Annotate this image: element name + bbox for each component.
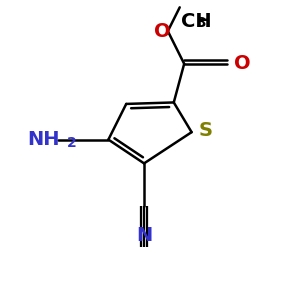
- Text: 3: 3: [196, 16, 206, 30]
- Text: O: O: [154, 22, 171, 40]
- Text: CH: CH: [181, 12, 212, 31]
- Text: NH: NH: [27, 130, 59, 149]
- Text: N: N: [136, 226, 152, 245]
- Text: O: O: [234, 54, 250, 73]
- Text: S: S: [198, 121, 212, 140]
- Text: 2: 2: [67, 136, 76, 150]
